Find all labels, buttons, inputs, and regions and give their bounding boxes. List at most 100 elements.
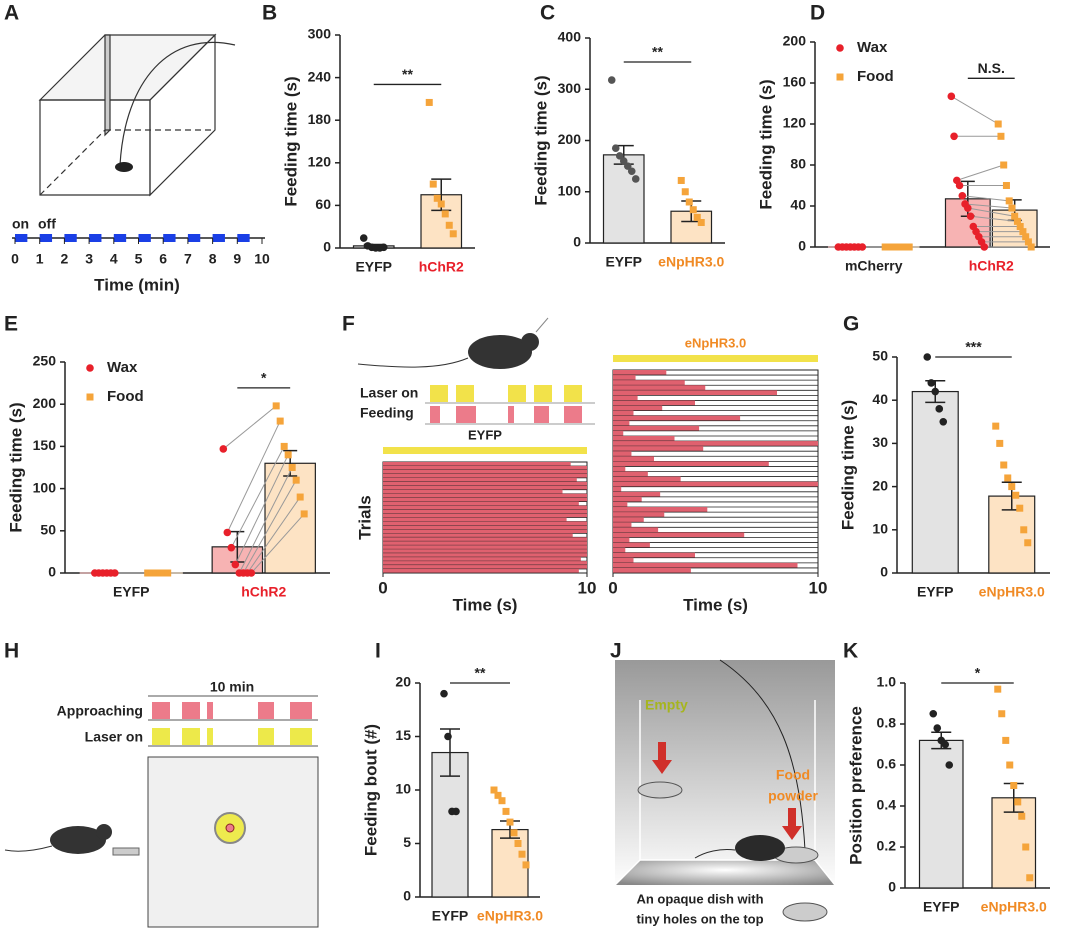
- mouse-head: [521, 333, 539, 351]
- panel-letter: I: [375, 640, 381, 663]
- y-axis-label: Feeding time (s): [281, 76, 300, 206]
- pair-line: [250, 513, 305, 574]
- data-point: [452, 807, 460, 816]
- laser-blocks: [430, 385, 582, 402]
- data-point: [935, 405, 944, 413]
- approach-blocks: [152, 702, 312, 719]
- laser-dash: [212, 234, 225, 242]
- panel-h: H 10 min Approaching Laser on: [4, 640, 319, 928]
- panel-f-header: F Laser on Feeding: [342, 313, 595, 425]
- x-tick-label: EYFP: [605, 254, 642, 270]
- y-tick-label: 60: [315, 196, 331, 212]
- x-tick-label: 3: [85, 251, 93, 267]
- x-tick-label: eNpHR3.0: [658, 254, 724, 270]
- feeding-bar: [383, 521, 587, 526]
- data-point: [425, 98, 433, 106]
- feeding-bar: [383, 513, 587, 518]
- data-point: [627, 167, 636, 176]
- pair-line: [242, 479, 297, 574]
- data-point: [441, 210, 449, 218]
- panel: E 0 50 100 150 200 250 Feeding time (s) EYFP hChR…: [4, 313, 330, 600]
- data-point: [693, 213, 701, 221]
- panel: G 0 10 20 30 40 50 Feeding time (s) EYFP eNpHR3.0…: [838, 313, 1050, 600]
- y-axis-label: Trials: [355, 495, 374, 539]
- feeding-bar: [383, 541, 587, 546]
- feeding-bar: [383, 505, 587, 510]
- y-axis-label: Feeding time (s): [756, 79, 775, 209]
- laser-label: Laser on: [85, 729, 143, 745]
- y-tick-label: 50: [872, 348, 888, 364]
- box-floor: [615, 860, 835, 885]
- mouse-tail: [357, 357, 469, 368]
- off-label: off: [38, 216, 56, 232]
- feeding-blocks: [430, 406, 582, 423]
- data-point: [433, 194, 441, 202]
- y-tick-label: 250: [33, 353, 57, 369]
- data-point: [437, 200, 445, 208]
- feeding-bar: [613, 481, 818, 487]
- data-point: [445, 221, 453, 229]
- panel-letter: E: [4, 313, 18, 336]
- y-tick-label: 300: [558, 80, 582, 96]
- data-point: [992, 422, 1000, 430]
- y-tick-label: 200: [33, 395, 57, 411]
- data-point: [697, 219, 705, 226]
- panel: eNpHR3.0 0 10 Time (s): [608, 335, 827, 614]
- box-edges: [614, 700, 836, 886]
- data-point: [947, 92, 956, 101]
- data-point: [280, 442, 288, 450]
- data-point: [490, 786, 498, 794]
- panel: B 0 60 120 180 240 300 Feeding time (s) EYFP hChR…: [262, 2, 475, 275]
- data-point: [494, 791, 502, 799]
- data-point: [901, 243, 909, 251]
- pair-line: [967, 207, 1015, 217]
- laser-dash: [187, 234, 201, 242]
- data-point: [1014, 798, 1022, 806]
- x-tick-label: 0: [378, 578, 387, 597]
- data-point: [449, 230, 457, 238]
- feeding-bar: [383, 517, 567, 522]
- data-point: [905, 243, 913, 251]
- y-tick-label: 0: [323, 239, 331, 255]
- pair-line: [246, 496, 301, 574]
- data-point: [881, 243, 889, 251]
- feeding-bar: [383, 469, 587, 474]
- y-tick-label: 50: [40, 522, 56, 538]
- data-point: [219, 445, 228, 453]
- data-point: [379, 243, 388, 252]
- pair-line: [226, 420, 281, 533]
- x-tick-label: EYFP: [923, 899, 960, 915]
- data-point: [927, 379, 936, 387]
- data-point: [1002, 182, 1010, 189]
- data-point: [611, 144, 620, 152]
- legend-feeding: Feeding: [360, 405, 414, 421]
- data-point: [1024, 539, 1032, 547]
- panel-letter: J: [610, 640, 622, 663]
- mouse-head: [96, 824, 112, 840]
- significance-label: N.S.: [978, 60, 1005, 76]
- feeding-bar: [613, 430, 624, 436]
- panel: EYFP 0 10 Time (s) Trials: [355, 427, 596, 614]
- data-point: [955, 181, 964, 190]
- feeding-bar: [613, 562, 798, 568]
- y-tick-label: 150: [33, 437, 57, 453]
- data-point: [689, 206, 697, 214]
- x-tick-label: eNpHR3.0: [981, 899, 1047, 915]
- pair-line: [956, 164, 1004, 181]
- y-tick-label: 200: [783, 33, 807, 49]
- small-dish: [112, 847, 140, 856]
- data-point: [685, 198, 693, 206]
- data-point: [998, 710, 1006, 718]
- data-point: [359, 234, 368, 242]
- feeding-bar: [613, 435, 675, 442]
- x-tick-label: EYFP: [917, 584, 954, 600]
- x-tick-label: EYFP: [355, 259, 392, 275]
- data-point: [966, 212, 975, 221]
- y-tick-label: 200: [558, 131, 582, 147]
- y-tick-label: 20: [395, 674, 411, 690]
- panel-letter: C: [540, 2, 555, 25]
- feeding-bar: [613, 395, 638, 401]
- data-point: [1016, 504, 1024, 512]
- laser-dash: [113, 234, 127, 242]
